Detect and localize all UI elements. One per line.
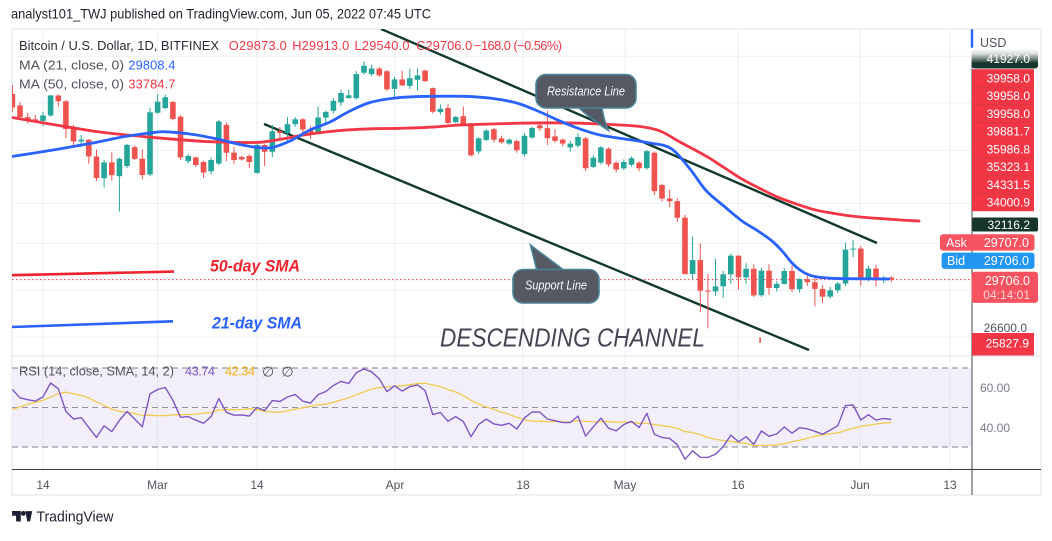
svg-text:L29540.0: L29540.0 [355, 38, 410, 53]
svg-text:40.00: 40.00 [980, 421, 1010, 435]
svg-text:MA (21, close, 0): MA (21, close, 0) [19, 58, 124, 73]
svg-text:50-day SMA: 50-day SMA [210, 258, 300, 276]
svg-text:TradingView: TradingView [37, 509, 114, 526]
svg-text:−168.0 (−0.56%): −168.0 (−0.56%) [474, 38, 562, 53]
svg-text:O29873.0: O29873.0 [229, 38, 287, 53]
svg-text:43.74: 43.74 [185, 364, 215, 379]
svg-text:42.34: 42.34 [225, 364, 255, 379]
svg-text:Apr: Apr [386, 478, 405, 492]
svg-text:Mar: Mar [147, 478, 168, 492]
svg-text:Support Line: Support Line [525, 279, 587, 293]
svg-text:29706.0: 29706.0 [984, 254, 1029, 268]
svg-text:34000.9: 34000.9 [987, 196, 1031, 210]
svg-text:MA (50, close, 0): MA (50, close, 0) [19, 77, 124, 92]
svg-text:35986.8: 35986.8 [987, 142, 1031, 156]
svg-text:13: 13 [943, 478, 957, 492]
svg-text:H29913.0: H29913.0 [292, 38, 349, 53]
svg-text:Ask: Ask [946, 236, 968, 250]
svg-text:∅: ∅ [282, 364, 294, 380]
svg-text:Bitcoin / U.S. Dollar, 1D, BIT: Bitcoin / U.S. Dollar, 1D, BITFINEX [19, 38, 219, 53]
svg-text:DESCENDING CHANNEL: DESCENDING CHANNEL [440, 323, 705, 353]
svg-text:32116.2: 32116.2 [988, 218, 1031, 232]
svg-text:14: 14 [250, 478, 264, 492]
svg-text:26600.0: 26600.0 [984, 321, 1028, 335]
svg-text:34331.5: 34331.5 [987, 178, 1031, 192]
svg-text:39958.0: 39958.0 [987, 89, 1031, 103]
svg-text:18: 18 [516, 478, 530, 492]
svg-text:33784.7: 33784.7 [128, 77, 175, 92]
svg-text:analyst101_TWJ published on Tr: analyst101_TWJ published on TradingView.… [11, 6, 431, 22]
svg-text:May: May [614, 478, 637, 492]
svg-text:14: 14 [36, 478, 50, 492]
svg-text:C29706.0: C29706.0 [416, 38, 472, 53]
svg-text:25827.9: 25827.9 [986, 337, 1030, 351]
svg-text:USD: USD [980, 36, 1006, 50]
svg-text:16: 16 [731, 478, 745, 492]
svg-text:Resistance Line: Resistance Line [547, 85, 625, 99]
svg-text:39881.7: 39881.7 [987, 125, 1031, 139]
svg-text:29808.4: 29808.4 [128, 58, 175, 73]
svg-text:Jun: Jun [850, 478, 869, 492]
svg-text:RSI (14, close, SMA, 14, 2): RSI (14, close, SMA, 14, 2) [19, 364, 174, 379]
svg-text:35323.1: 35323.1 [987, 160, 1031, 174]
svg-text:39958.0: 39958.0 [987, 107, 1031, 121]
svg-text:Bid: Bid [947, 254, 965, 268]
svg-text:29707.0: 29707.0 [984, 236, 1029, 250]
svg-text:39958.0: 39958.0 [987, 71, 1031, 85]
svg-text:60.00: 60.00 [980, 381, 1010, 395]
svg-text:29706.0: 29706.0 [985, 274, 1030, 288]
svg-text:21-day SMA: 21-day SMA [211, 315, 302, 333]
svg-text:04:14:01: 04:14:01 [983, 288, 1030, 302]
svg-text:∅: ∅ [262, 364, 274, 380]
